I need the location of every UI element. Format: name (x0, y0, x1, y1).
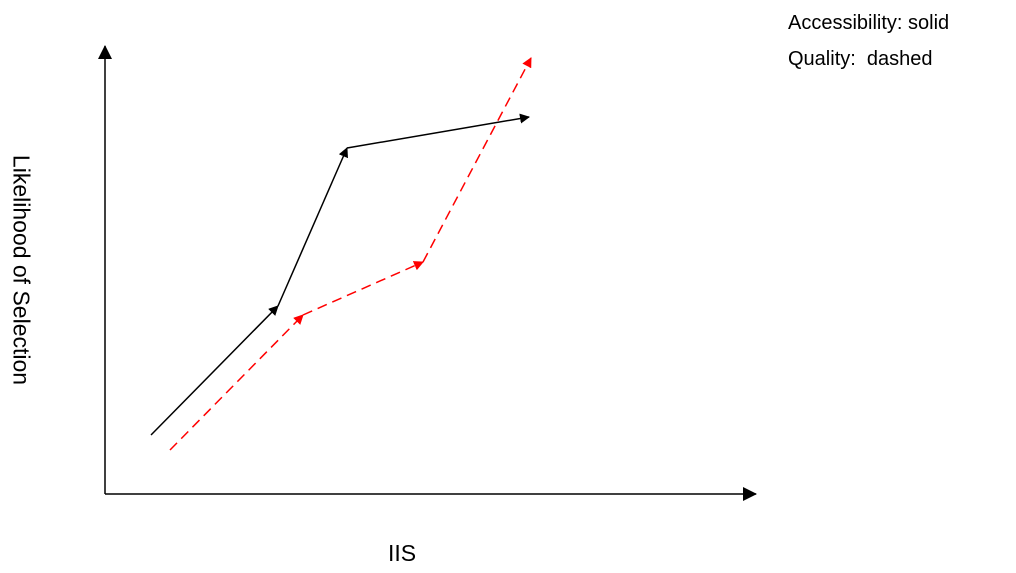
accessibility-segment-2 (277, 147, 348, 307)
y-axis-label: Likelihood of Selection (8, 154, 35, 386)
x-axis-label: IIS (388, 540, 417, 566)
legend-quality: Quality: dashed (788, 48, 933, 70)
quality-segment-1 (169, 314, 304, 451)
quality-path (169, 57, 532, 451)
quality-segment-3 (422, 57, 532, 263)
legend-accessibility: Accessibility: solid (788, 12, 950, 34)
accessibility-segment-1 (150, 305, 279, 436)
quality-segment-2 (302, 261, 424, 316)
accessibility-segment-3 (346, 113, 530, 149)
accessibility-path (150, 113, 530, 436)
y-axis-label-container: Likelihood of Selection (6, 105, 36, 435)
